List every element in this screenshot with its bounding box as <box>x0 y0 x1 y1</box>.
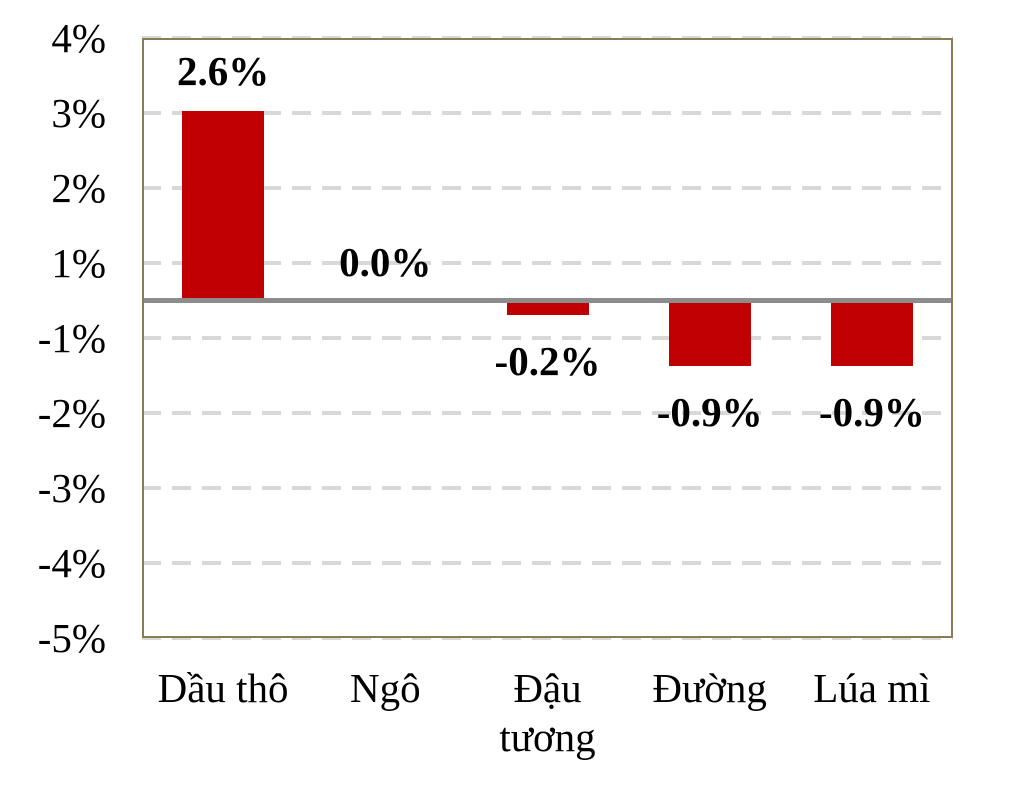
y-axis-tick-label: -2% <box>37 390 106 436</box>
gridline <box>142 261 953 265</box>
x-axis-category-label: Lúa mì <box>791 664 953 764</box>
bar <box>668 300 751 367</box>
zero-baseline <box>142 298 953 303</box>
x-axis-category-label: Đường <box>629 664 791 764</box>
x-axis-category-label: Dầu thô <box>142 664 304 764</box>
gridline <box>142 636 953 640</box>
y-axis-tick-label: 4% <box>51 15 106 61</box>
gridline <box>142 411 953 415</box>
bar-value-label: -0.9% <box>656 389 763 436</box>
y-axis-tick-label: -3% <box>37 465 106 511</box>
gridline <box>142 111 953 115</box>
bar-value-label: -0.2% <box>494 338 601 385</box>
gridline <box>142 186 953 190</box>
bar <box>830 300 913 367</box>
y-axis-tick-label: 3% <box>51 90 106 136</box>
bar-value-label: 2.6% <box>176 47 270 94</box>
gridline <box>142 561 953 565</box>
x-axis-category-label: Ngô <box>304 664 466 764</box>
gridline <box>142 486 953 490</box>
x-axis-category-text: Lúa mì <box>813 665 931 711</box>
gridline <box>142 336 953 340</box>
x-axis-category-text: Ngô <box>349 665 421 711</box>
y-axis-tick-label: -1% <box>37 315 106 361</box>
x-axis-category-text: Đường <box>652 665 767 711</box>
bar <box>506 300 589 316</box>
y-axis-tick-label: -4% <box>37 540 106 586</box>
x-axis-category-text: Dầu thô <box>157 665 289 711</box>
gridline <box>142 36 953 40</box>
bar-value-label: 0.0% <box>339 238 432 285</box>
y-axis-tick-label: 2% <box>51 165 106 211</box>
bar-value-label: -0.9% <box>818 389 925 436</box>
y-axis-tick-label: -5% <box>37 615 106 661</box>
y-axis-tick-label: 1% <box>51 240 106 286</box>
bar <box>182 110 265 301</box>
x-axis-category-text: Đậu tương <box>499 665 596 760</box>
x-axis-category-label: Đậu tương <box>466 664 628 764</box>
